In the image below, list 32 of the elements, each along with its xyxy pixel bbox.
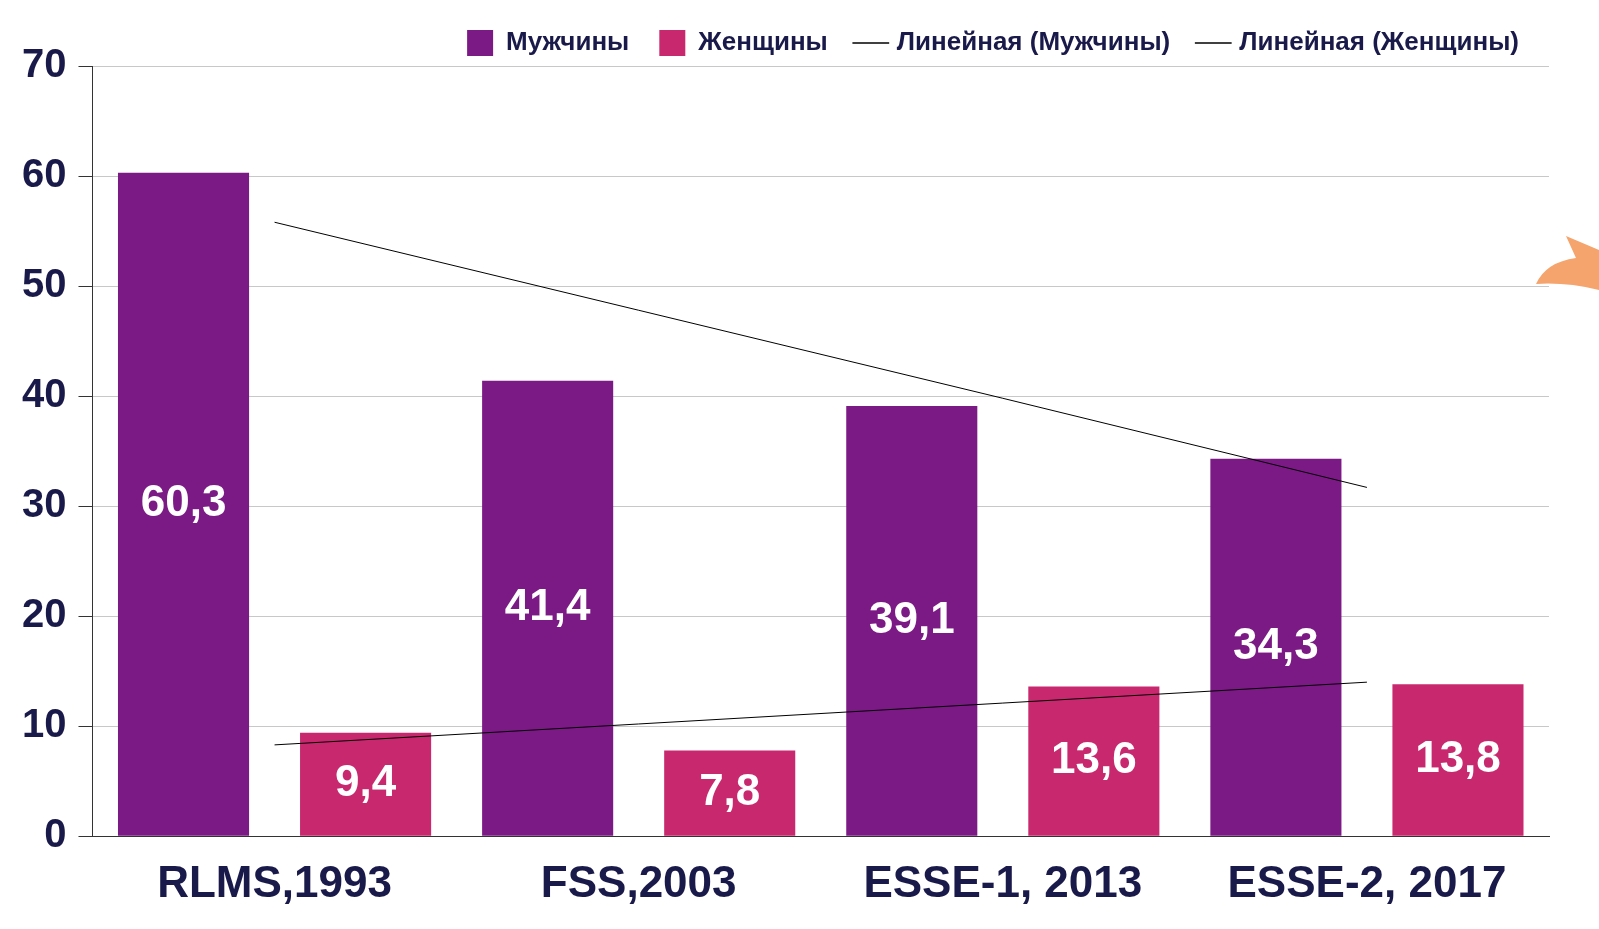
data-label: 13,6 — [1051, 733, 1137, 783]
y-tick-label: 70 — [21, 41, 67, 86]
bar — [664, 750, 796, 836]
data-label: 60,3 — [140, 476, 227, 526]
bar — [482, 380, 614, 836]
data-label: 9,4 — [335, 756, 397, 806]
bar — [300, 732, 432, 836]
y-tick-label: 30 — [21, 481, 67, 526]
bar — [1210, 458, 1342, 836]
x-tick-label: ESSE-2, 2017 — [1227, 856, 1507, 906]
data-label: 13,8 — [1415, 732, 1501, 782]
y-tick-label: 10 — [21, 701, 67, 746]
bar — [1392, 684, 1524, 836]
y-tick-label: 50 — [21, 261, 67, 306]
y-tick-label: 20 — [21, 591, 67, 636]
x-tick-label: FSS,2003 — [540, 856, 737, 906]
y-tick-label: 60 — [21, 151, 67, 196]
data-label: 41,4 — [504, 580, 591, 630]
y-tick-label: 0 — [44, 811, 67, 856]
y-tick-label: 40 — [21, 371, 67, 416]
x-tick-label: RLMS,1993 — [157, 856, 392, 906]
legend-label: Линейная (Женщины) — [1239, 26, 1520, 57]
bar — [1028, 686, 1160, 836]
legend-label: Линейная (Мужчины) — [896, 26, 1171, 57]
bar — [117, 172, 250, 836]
data-label: 39,1 — [868, 592, 955, 642]
bar — [846, 405, 978, 836]
data-label: 34,3 — [1233, 619, 1319, 669]
x-tick-label: ESSE-1, 2013 — [863, 856, 1143, 906]
data-label: 7,8 — [699, 765, 761, 815]
legend-label: Женщины — [697, 26, 828, 57]
legend-label: Мужчины — [506, 26, 630, 57]
